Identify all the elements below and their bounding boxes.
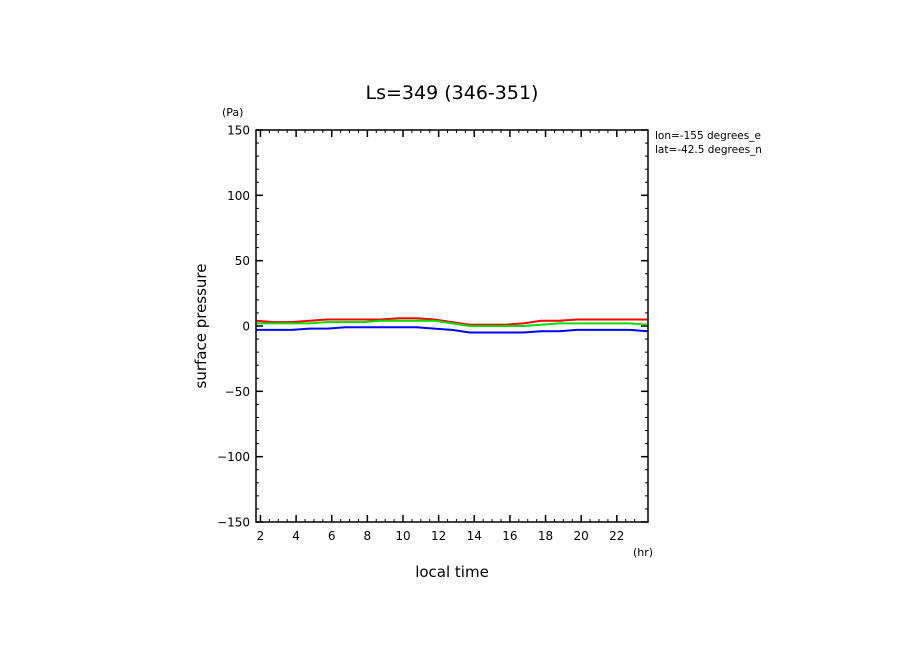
- y-tick-label: −150: [217, 516, 250, 530]
- y-tick-label: 150: [227, 124, 250, 138]
- series-line-2: [256, 319, 649, 327]
- y-tick-label: 0: [242, 320, 250, 334]
- lon-annotation: lon=-155 degrees_e: [655, 130, 761, 142]
- x-tick-label: 4: [292, 529, 300, 543]
- x-axis-label: local time: [415, 563, 489, 581]
- x-tick-label: 16: [502, 529, 517, 543]
- lat-annotation: lat=-42.5 degrees_n: [655, 144, 762, 156]
- y-unit-label: (Pa): [222, 106, 243, 119]
- series-line-1: [255, 317, 648, 326]
- plot-frame: [255, 129, 649, 523]
- axis-ticks: 150 100 50 0 −50 −100 −150 2 4 6 8 10 12 14 16 18 20 22: [217, 124, 648, 543]
- x-tick-label: 8: [364, 529, 372, 543]
- chart-title: Ls=349 (346-351): [366, 82, 539, 104]
- x-tick-label: 6: [328, 529, 336, 543]
- y-tick-label: −50: [225, 385, 250, 399]
- x-tick-label: 10: [395, 529, 410, 543]
- x-tick-label: 14: [467, 529, 482, 543]
- x-unit-label: (hr): [633, 546, 653, 559]
- y-tick-label: 100: [227, 189, 250, 203]
- x-tick-label: 20: [574, 529, 589, 543]
- series-line-3: [256, 326, 649, 334]
- x-tick-label: 18: [538, 529, 553, 543]
- y-axis-label: surface pressure: [192, 264, 210, 389]
- y-tick-label: −100: [217, 450, 250, 464]
- y-tick-label: 50: [235, 254, 250, 268]
- series-lines: [255, 317, 649, 334]
- x-tick-label: 22: [609, 529, 624, 543]
- x-tick-label: 2: [257, 529, 265, 543]
- x-tick-label: 12: [431, 529, 446, 543]
